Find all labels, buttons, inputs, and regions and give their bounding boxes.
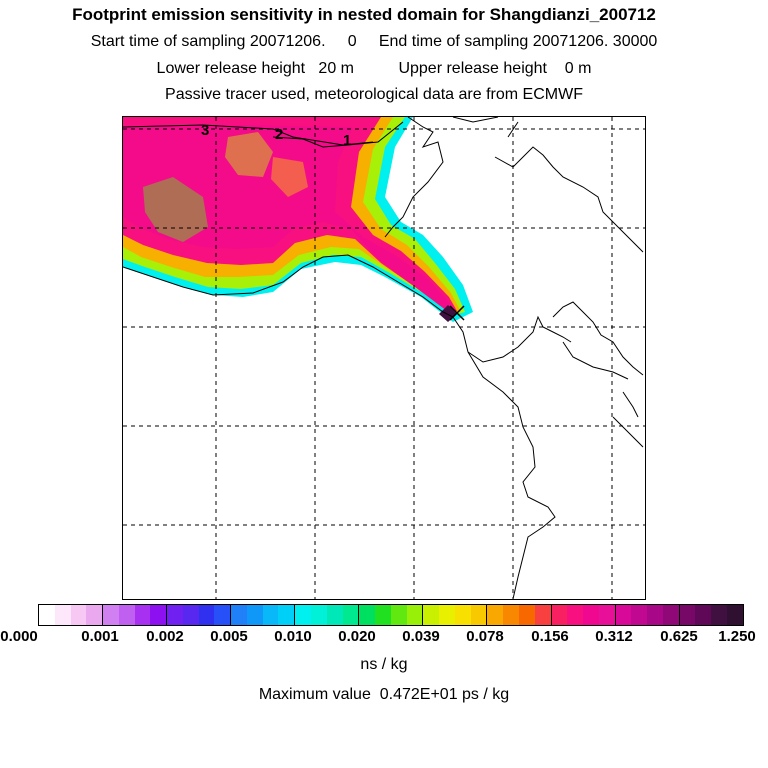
colorbar-swatch (134, 605, 151, 625)
coastline-korea (452, 117, 644, 253)
colorbar-swatch (454, 605, 471, 625)
colorbar-swatch (567, 605, 584, 625)
colorbar-swatch (231, 605, 247, 625)
tick-label: 0.002 (146, 628, 184, 645)
receptor-marker (449, 305, 465, 321)
colorbar-swatch (326, 605, 343, 625)
colorbar-swatch (375, 605, 391, 625)
coastline-shandong (452, 315, 572, 363)
tick-label: 0.625 (660, 628, 698, 645)
colorbar-swatch (518, 605, 535, 625)
release-height-line: Lower release height 20 m Upper release … (156, 60, 592, 77)
tick-label: 1.250 (718, 628, 756, 645)
colorbar-swatch (54, 605, 71, 625)
contour-lines (123, 124, 374, 146)
contour-label-3: 3 (201, 122, 209, 139)
coastline-bohai (123, 254, 454, 318)
coastline-liaodong (384, 117, 444, 238)
colorbar-swatch (150, 605, 168, 625)
colorbar-swatch (278, 605, 296, 625)
colorbar-swatch (103, 605, 119, 625)
colorbar-swatch (647, 605, 663, 625)
tick-label: 0.000 (0, 628, 38, 645)
colorbar-swatch (118, 605, 135, 625)
colorbar-swatch (631, 605, 648, 625)
colorbar-swatch (86, 605, 104, 625)
colorbar-swatch (598, 605, 616, 625)
coastlines (123, 117, 644, 599)
coastline-east (467, 351, 556, 599)
coastline-north (272, 121, 404, 148)
colorbar-ticks: 0.000 0.001 0.002 0.005 0.010 0.020 0.03… (0, 628, 768, 648)
plot-title: Footprint emission sensitivity in nested… (72, 5, 656, 24)
contour-line (123, 124, 374, 146)
colorbar-swatch (214, 605, 232, 625)
colorbar-swatch (695, 605, 712, 625)
coastline-islands (552, 301, 644, 376)
colorbar-swatch (167, 605, 183, 625)
colorbar-swatch (439, 605, 455, 625)
colorbar-swatch (342, 605, 360, 625)
tick-label: 0.005 (210, 628, 248, 645)
colorbar-swatch (662, 605, 680, 625)
tracer-info-line: Passive tracer used, meteorological data… (165, 86, 583, 103)
colorbar-units: ns / kg (360, 656, 408, 673)
colorbar-swatch (423, 605, 440, 625)
contour-label-1: 1 (343, 132, 351, 149)
maximum-value: Maximum value 0.472E+01 ps / kg (258, 686, 510, 703)
tick-label: 0.078 (466, 628, 504, 645)
colorbar-swatch (679, 605, 696, 625)
colorbar-swatch (359, 605, 376, 625)
map-canvas: 3 2 1 (123, 117, 645, 599)
colorbar-swatch (551, 605, 568, 625)
colorbar-swatch (70, 605, 87, 625)
colorbar-swatch (311, 605, 327, 625)
colorbar-swatch (295, 605, 312, 625)
colorbar-swatch (615, 605, 632, 625)
colorbar-swatch (487, 605, 504, 625)
footprint-map: 3 2 1 (122, 116, 646, 600)
footprint-field (123, 117, 473, 322)
colorbar-swatch (534, 605, 552, 625)
tick-label: 0.039 (402, 628, 440, 645)
tick-label: 0.156 (531, 628, 569, 645)
colorbar-swatch (390, 605, 407, 625)
tick-label: 0.020 (338, 628, 376, 645)
footprint-core (123, 125, 453, 307)
tick-label: 0.010 (274, 628, 312, 645)
sampling-time-line: Start time of sampling 20071206. 0 End t… (90, 33, 658, 50)
colorbar-swatch (406, 605, 424, 625)
colorbar-swatch (246, 605, 263, 625)
colorbar-swatch (711, 605, 727, 625)
lat-lon-grid (123, 117, 645, 599)
tick-label: 0.312 (595, 628, 633, 645)
colorbar (38, 604, 744, 626)
colorbar-swatch (198, 605, 215, 625)
colorbar-swatch (262, 605, 279, 625)
colorbar-swatch (39, 605, 55, 625)
colorbar-swatch (182, 605, 199, 625)
colorbar-swatch (726, 605, 743, 625)
coastline-korean-peninsula (562, 341, 644, 448)
colorbar-swatch (503, 605, 519, 625)
colorbar-swatch (583, 605, 599, 625)
colorbar-swatch (470, 605, 488, 625)
tick-label: 0.001 (81, 628, 119, 645)
contour-label-2: 2 (275, 126, 283, 143)
